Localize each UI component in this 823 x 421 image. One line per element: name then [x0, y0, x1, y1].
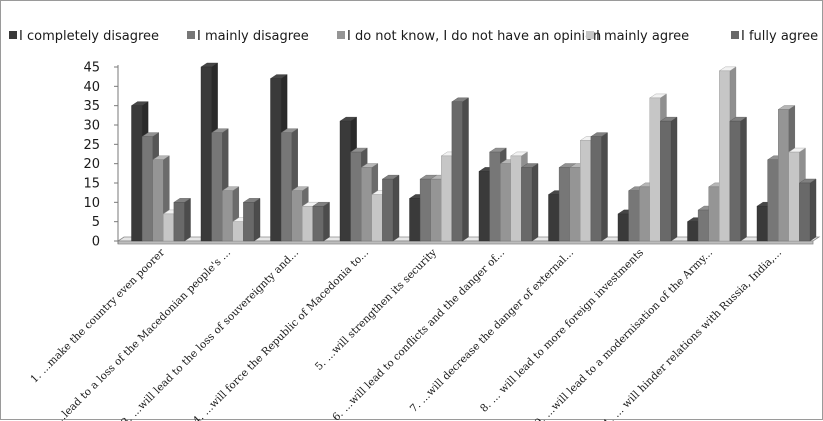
- bar-i-fully-agree-5: [451, 97, 470, 242]
- legend: I completely disagree I mainly disagree I …: [9, 29, 818, 44]
- bar-i-fully-agree-2: [242, 197, 261, 242]
- y-tick-label: 0: [92, 235, 100, 250]
- bar-i-fully-agree-8: [659, 116, 678, 242]
- legend-label-i-do-not-know-i-do-not-have-an-opinion: I do not know, I do not have an opinion: [347, 29, 601, 44]
- legend-label-i-mainly-disagree: I mainly disagree: [197, 29, 309, 44]
- legend-swatch-i-completely-disagree: [9, 31, 17, 39]
- y-tick-label: 40: [83, 80, 100, 95]
- y-tick-label: 20: [83, 157, 100, 172]
- bar-i-fully-agree-4: [381, 174, 400, 242]
- bar-i-fully-agree-6: [520, 163, 539, 242]
- x-tick-label-7: 7. ...will decrease the danger of extern…: [408, 247, 576, 415]
- y-tick-label: 35: [83, 99, 100, 114]
- legend-swatch-i-mainly-disagree: [187, 31, 195, 39]
- x-tick-label-5: 5. ...will strengthen its security: [313, 247, 439, 373]
- y-axis: 0 5 10 15 20 25 30 35 40 45: [83, 61, 119, 250]
- bar-i-fully-agree-9: [729, 116, 748, 242]
- y-tick-label: 15: [83, 177, 100, 192]
- y-tick-label: 25: [83, 138, 100, 153]
- bar-i-fully-agree-1: [173, 197, 192, 242]
- floor-front: [117, 240, 814, 245]
- legend-swatch-i-fully-agree: [731, 31, 739, 39]
- x-tick-label-1: 1. ...make the country even poorer: [28, 246, 168, 386]
- y-tick-label: 5: [92, 215, 100, 230]
- x-tick-label-8: 8. ... will lead to more foreign investm…: [478, 247, 646, 415]
- y-tick-label: 30: [83, 119, 100, 134]
- legend-swatch-i-do-not-know-i-do-not-have-an-opinion: [337, 31, 345, 39]
- legend-label-i-completely-disagree: I completely disagree: [19, 29, 159, 44]
- legend-swatch-i-mainly-agree: [586, 31, 594, 39]
- legend-label-i-mainly-agree: I mainly agree: [596, 29, 689, 44]
- y-tick-label: 10: [83, 196, 100, 211]
- bars: [130, 62, 817, 242]
- y-tick-label: 45: [83, 61, 100, 76]
- legend-label-i-fully-agree: I fully agree: [741, 29, 818, 44]
- bar-i-fully-agree-10: [798, 178, 817, 242]
- bar-i-fully-agree-3: [312, 201, 331, 242]
- bar-i-fully-agree-7: [590, 132, 609, 242]
